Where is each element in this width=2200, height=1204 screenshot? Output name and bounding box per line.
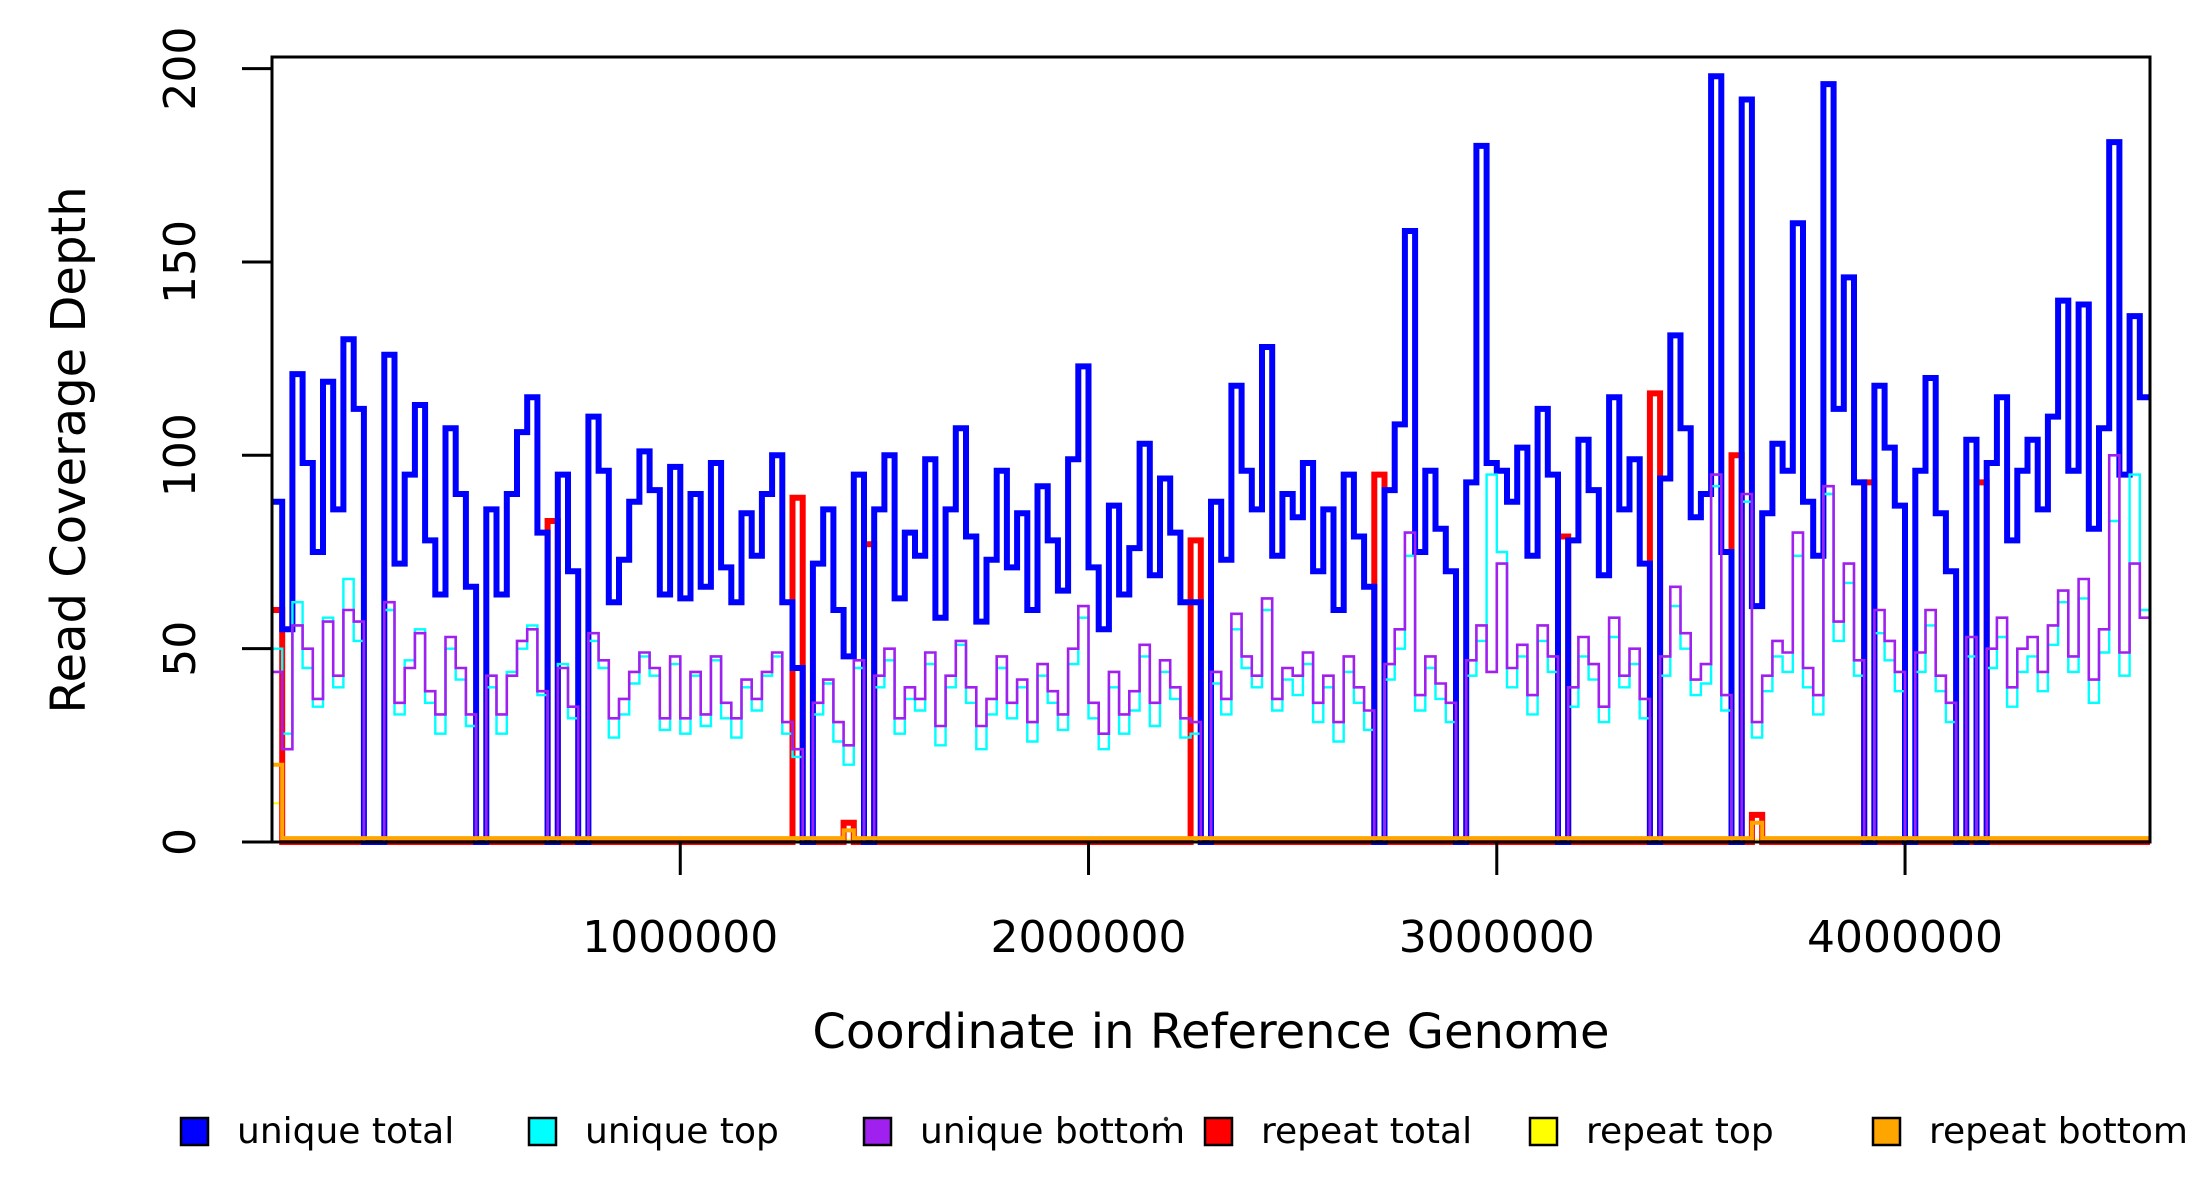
x-axis: 1000000 2000000 3000000 4000000 xyxy=(582,842,2003,963)
legend-swatch-unique-total xyxy=(179,1116,210,1147)
legend-label: repeat bottom xyxy=(1929,1111,2188,1152)
legend-label: repeat top xyxy=(1586,1111,1774,1152)
x-axis-title: Coordinate in Reference Genome xyxy=(812,1004,1609,1060)
legend-label: unique bottom xyxy=(920,1111,1185,1152)
legend-item-repeat-bottom: repeat bottom xyxy=(1871,1111,2188,1152)
x-tick-label: 2000000 xyxy=(991,912,1187,963)
stray-dot-artifact xyxy=(1163,1116,1169,1122)
legend-swatch-repeat-bottom xyxy=(1871,1116,1902,1147)
legend-item-repeat-total: repeat total xyxy=(1203,1111,1472,1152)
legend-swatch-repeat-top xyxy=(1528,1116,1559,1147)
legend-label: repeat total xyxy=(1261,1111,1472,1152)
series-unique-bottom xyxy=(272,454,2150,844)
series-group xyxy=(272,73,2150,845)
y-axis-title: Read Coverage Depth xyxy=(41,186,97,713)
y-tick-label: 0 xyxy=(155,828,206,856)
y-tick-label: 200 xyxy=(155,27,206,111)
legend-item-unique-bottom: unique bottom xyxy=(862,1111,1185,1152)
legend-item-unique-top: unique top xyxy=(527,1111,779,1152)
plot-frame xyxy=(270,55,2152,844)
y-axis: 0 50 100 150 200 xyxy=(155,27,272,856)
series-repeat-bottom xyxy=(272,762,2150,841)
series-unique-total xyxy=(272,73,2150,845)
legend-label: unique total xyxy=(237,1111,454,1152)
y-tick-label: 150 xyxy=(155,220,206,304)
y-tick-label: 50 xyxy=(155,621,206,677)
x-tick-label: 3000000 xyxy=(1399,912,1595,963)
legend-swatch-unique-top xyxy=(527,1116,558,1147)
plot-box xyxy=(270,55,2152,844)
y-tick-label: 100 xyxy=(155,413,206,497)
legend-item-repeat-top: repeat top xyxy=(1528,1111,1774,1152)
x-tick-label: 4000000 xyxy=(1807,912,2003,963)
x-tick-label: 1000000 xyxy=(582,912,778,963)
legend-item-unique-total: unique total xyxy=(179,1111,454,1152)
legend-label: unique top xyxy=(585,1111,779,1152)
legend-swatch-repeat-total xyxy=(1203,1116,1234,1147)
legend: unique total unique top unique bottom repea… xyxy=(179,1111,2188,1152)
legend-swatch-unique-bottom xyxy=(862,1116,893,1147)
